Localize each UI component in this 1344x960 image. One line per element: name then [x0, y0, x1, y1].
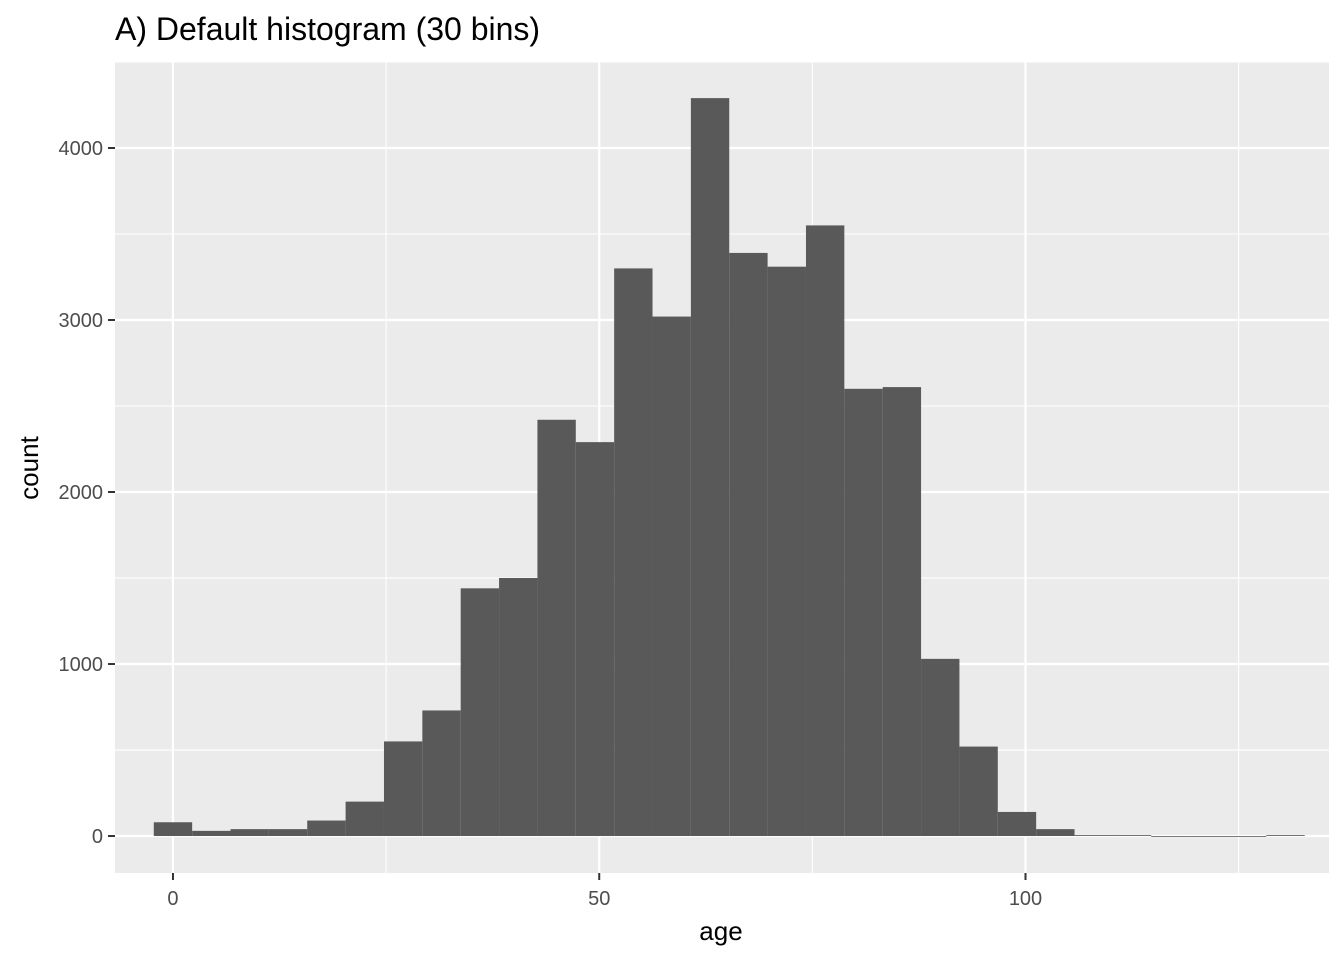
histogram-bar [1074, 835, 1113, 837]
histogram-bar [1036, 829, 1075, 837]
x-tick-label: 50 [588, 888, 610, 910]
x-tick-label: 0 [167, 888, 178, 910]
histogram-bar [153, 822, 193, 837]
y-tick-label: 1000 [59, 654, 104, 676]
y-tick-label: 0 [92, 826, 103, 848]
histogram-bar [767, 266, 806, 837]
x-axis: 0 50 100 [167, 873, 1042, 910]
histogram-bar [652, 316, 691, 837]
histogram-bar [345, 801, 384, 837]
histogram-bar [499, 578, 538, 837]
histogram-bar [192, 830, 231, 837]
histogram-bar [614, 268, 653, 837]
histogram-bar [268, 829, 308, 837]
y-tick-label: 3000 [59, 310, 104, 332]
histogram-bar [422, 710, 461, 837]
x-axis-title: age [699, 916, 742, 946]
histogram-bar [844, 388, 883, 837]
histogram-bar [997, 811, 1037, 837]
chart-title: A) Default histogram (30 bins) [115, 11, 540, 47]
histogram-bar [729, 252, 768, 837]
histogram-bar [575, 442, 615, 837]
histogram-bar [1189, 836, 1228, 837]
histogram-bar [460, 588, 500, 837]
histogram-bars [153, 98, 1305, 837]
histogram-bar [882, 387, 922, 837]
histogram-bar [921, 658, 960, 837]
histogram-bar [307, 820, 346, 837]
histogram-bar [537, 419, 576, 837]
histogram-bar [1112, 835, 1152, 837]
histogram-bar [1266, 835, 1305, 837]
histogram-bar [230, 829, 269, 837]
histogram-bar [1227, 836, 1267, 837]
histogram-bar [959, 746, 998, 837]
y-tick-label: 2000 [59, 482, 104, 504]
y-tick-label: 4000 [59, 138, 104, 160]
histogram-bar [805, 225, 845, 837]
y-axis-title: count [14, 435, 44, 499]
histogram-bar [1151, 836, 1190, 837]
histogram-bar [383, 741, 423, 837]
x-tick-label: 100 [1009, 888, 1042, 910]
histogram-bar [690, 98, 730, 837]
y-axis: 0 1000 2000 3000 4000 [59, 138, 115, 848]
